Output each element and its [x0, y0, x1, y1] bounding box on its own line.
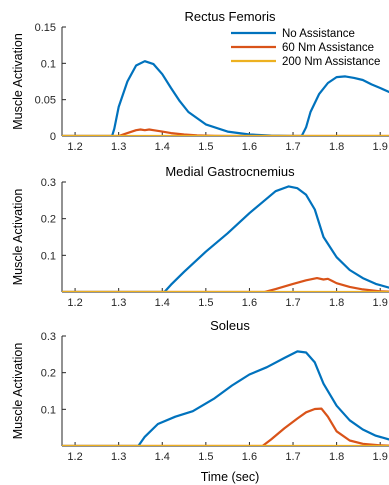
panel-soleus: Soleus Muscle Activation 0.1 0.2 0.3 1.2 1.3 1.… [11, 318, 389, 463]
series-no-assistance [62, 185, 389, 292]
x-tick-label: 1.7 [285, 141, 300, 153]
chart-title: Medial Gastrocnemius [165, 164, 295, 179]
x-tick-label: 1.7 [285, 451, 300, 463]
series-no-assistance [62, 350, 389, 446]
x-tick-label: 1.8 [329, 451, 344, 463]
x-tick-label: 1.6 [242, 141, 257, 153]
x-tick-label: 1.3 [111, 451, 126, 463]
y-axis-label: Muscle Activation [11, 33, 25, 130]
y-tick-label: 0.3 [41, 331, 56, 343]
y-tick-label: 0.1 [41, 250, 56, 262]
x-tick-label: 1.9 [373, 141, 388, 153]
x-tick-label: 1.3 [111, 297, 126, 309]
x-tick-label: 1.5 [198, 451, 213, 463]
x-tick-label: 1.5 [198, 141, 213, 153]
panel-rectus-femoris: Rectus Femoris Muscle Activation 0 0.05 0.1 0… [11, 9, 389, 153]
series-60nm-assistance [62, 277, 389, 292]
x-tick-label: 1.6 [242, 451, 257, 463]
series-no-assistance [62, 60, 389, 136]
legend-label: No Assistance [282, 28, 355, 40]
x-tick-label: 1.2 [67, 297, 82, 309]
y-tick-label: 0.1 [41, 58, 56, 70]
y-tick-label: 0.05 [35, 95, 56, 107]
x-tick-label: 1.3 [111, 141, 126, 153]
y-axis-label: Muscle Activation [11, 343, 25, 440]
y-tick-label: 0.2 [41, 214, 56, 226]
x-tick-label: 1.2 [67, 451, 82, 463]
y-tick-label: 0.15 [35, 22, 56, 34]
x-tick-label: 1.4 [155, 141, 170, 153]
legend-label: 60 Nm Assistance [282, 42, 374, 54]
x-tick-label: 1.7 [285, 297, 300, 309]
x-tick-label: 1.9 [373, 297, 388, 309]
x-tick-label: 1.9 [373, 451, 388, 463]
series-60nm-assistance [62, 407, 389, 446]
y-tick-label: 0.3 [41, 177, 56, 189]
x-tick-label: 1.4 [155, 297, 170, 309]
y-tick-label: 0.2 [41, 368, 56, 380]
x-tick-label: 1.6 [242, 297, 257, 309]
y-tick-label: 0.1 [41, 404, 56, 416]
legend-label: 200 Nm Assistance [282, 56, 380, 68]
x-tick-label: 1.2 [67, 141, 82, 153]
legend: No Assistance 60 Nm Assistance 200 Nm Assi… [231, 28, 380, 68]
x-axis-label: Time (sec) [201, 470, 260, 484]
x-tick-label: 1.8 [329, 141, 344, 153]
chart-title: Rectus Femoris [184, 9, 276, 24]
x-tick-label: 1.4 [155, 451, 170, 463]
y-tick-label: 0 [50, 131, 56, 143]
x-tick-label: 1.5 [198, 297, 213, 309]
x-tick-label: 1.8 [329, 297, 344, 309]
panel-medial-gastrocnemius: Medial Gastrocnemius Muscle Activation 0.1… [11, 164, 389, 309]
chart-title: Soleus [210, 318, 250, 333]
y-axis-label: Muscle Activation [11, 189, 25, 286]
